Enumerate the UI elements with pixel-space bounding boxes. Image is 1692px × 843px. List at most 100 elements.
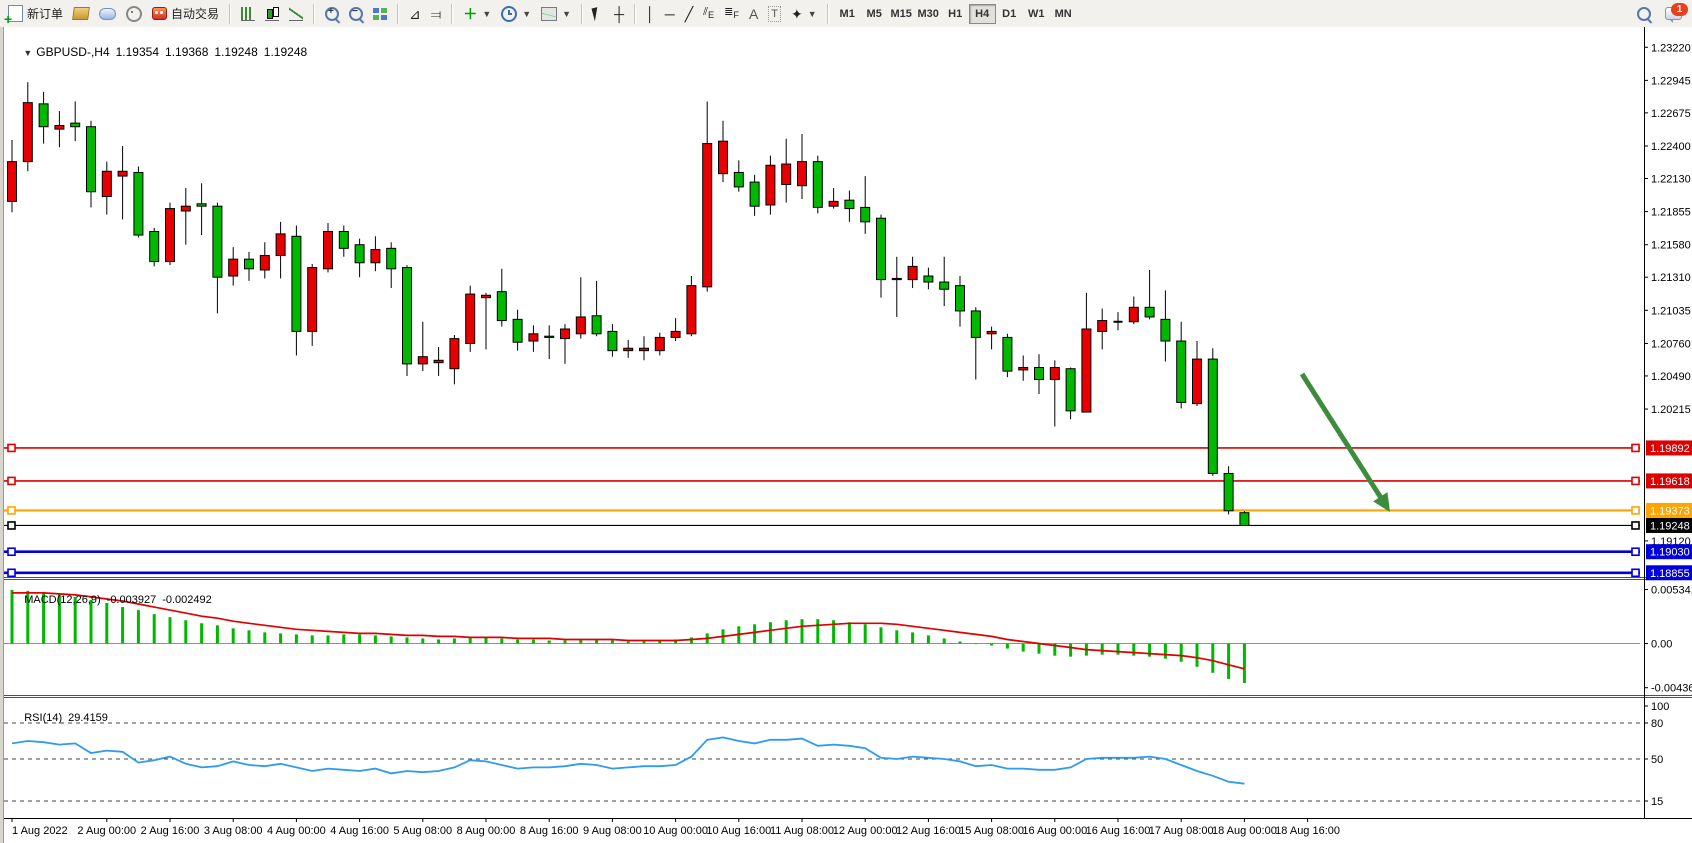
zoom-out-icon: − <box>349 6 364 21</box>
zoom-out-button[interactable]: − <box>344 3 368 25</box>
signal-button[interactable] <box>121 3 147 25</box>
bar-chart-type-button[interactable] <box>236 3 260 25</box>
tile-windows-button[interactable] <box>368 3 392 25</box>
quote-high: 1.19368 <box>165 45 209 59</box>
chart-canvas[interactable]: 1.23220 1.22945 1.22675 1.22400 1.22130 1.218… <box>0 27 1692 843</box>
crosshair-icon: ┼ <box>614 5 625 22</box>
svg-text:100: 100 <box>1651 701 1669 713</box>
channel-tool-button[interactable]: ⫽E <box>698 3 719 25</box>
period-selector-button[interactable]: ▼ <box>496 3 536 25</box>
tf-m5-button[interactable]: M5 <box>861 4 888 24</box>
horizontal-line-objects <box>4 447 1640 575</box>
auto-scroll-icon: ⊿ <box>409 5 421 22</box>
svg-text:10 Aug 16:00: 10 Aug 16:00 <box>706 825 771 837</box>
line-handle[interactable] <box>1631 476 1640 486</box>
new-order-button[interactable]: 新订单 <box>3 3 68 27</box>
svg-text:1.19030: 1.19030 <box>1650 547 1690 559</box>
svg-text:80: 80 <box>1651 718 1663 730</box>
horizontal-line-icon: ─ <box>664 5 675 22</box>
auto-trading-button[interactable]: 自动交易 <box>147 3 224 25</box>
chart-shift-button[interactable]: ⫤ <box>426 3 447 25</box>
line-chart-type-button[interactable] <box>284 3 308 25</box>
svg-text:1.22130: 1.22130 <box>1651 173 1691 185</box>
line-handle[interactable] <box>7 443 16 453</box>
line-handle[interactable] <box>7 506 16 515</box>
notification-badge: 1 <box>1671 3 1688 16</box>
quote-low: 1.19248 <box>214 45 258 59</box>
template-button[interactable]: ▼ <box>536 3 576 25</box>
line-handle[interactable] <box>1631 547 1640 557</box>
vertical-line-tool-button[interactable]: │ <box>641 3 660 25</box>
chart-folder-button[interactable] <box>68 3 94 25</box>
tf-w1-button[interactable]: W1 <box>1023 4 1050 24</box>
auto-trading-label: 自动交易 <box>171 7 220 21</box>
fibonacci-tool-button[interactable]: ≣F <box>719 3 744 25</box>
svg-text:10 Aug 00:00: 10 Aug 00:00 <box>643 825 708 837</box>
crosshair-tool-button[interactable]: ┼ <box>609 3 629 25</box>
quote-open: 1.19354 <box>115 45 160 59</box>
line-handle[interactable] <box>7 547 16 557</box>
svg-text:1.22400: 1.22400 <box>1651 141 1691 153</box>
search-icon[interactable] <box>1637 6 1651 21</box>
time-axis[interactable]: 1 Aug 2022 2 Aug 00:00 2 Aug 16:00 3 Aug 08… <box>11 818 1340 837</box>
svg-text:18 Aug 16:00: 18 Aug 16:00 <box>1275 825 1340 837</box>
arrow-annotation[interactable] <box>1299 372 1387 505</box>
svg-text:1.23220: 1.23220 <box>1651 42 1691 54</box>
line-handle[interactable] <box>7 476 16 486</box>
tf-m15-button[interactable]: M15 <box>888 4 915 24</box>
svg-text:2 Aug 00:00: 2 Aug 00:00 <box>77 825 136 837</box>
tf-mn-button[interactable]: MN <box>1050 4 1077 24</box>
trendline-tool-button[interactable]: ╱ <box>680 3 698 25</box>
text-label-tool-button[interactable]: T <box>763 3 786 25</box>
svg-text:1.18855: 1.18855 <box>1650 568 1690 580</box>
svg-text:0.005341: 0.005341 <box>1651 584 1692 596</box>
arrow-head[interactable] <box>1373 492 1390 512</box>
arrows-icon: ✦ <box>791 5 803 22</box>
candlestick-type-button[interactable] <box>260 3 284 25</box>
chevron-down-icon: ▼ <box>807 8 817 19</box>
macd-signal-line <box>12 592 1245 670</box>
auto-scroll-button[interactable]: ⊿ <box>404 3 426 25</box>
svg-text:1.19373: 1.19373 <box>1650 505 1690 517</box>
tf-d1-button[interactable]: D1 <box>996 4 1023 24</box>
line-chart-icon <box>289 6 304 21</box>
text-icon: A <box>748 5 759 22</box>
svg-text:1.20490: 1.20490 <box>1651 371 1691 383</box>
svg-text:9 Aug 08:00: 9 Aug 08:00 <box>583 825 642 837</box>
add-indicator-button[interactable]: ＋ ▼ <box>458 3 496 25</box>
fibonacci-icon: ≣F <box>724 5 739 21</box>
notifications-icon[interactable]: 1 <box>1665 3 1688 23</box>
line-handle[interactable] <box>1631 443 1640 453</box>
axis-price-label <box>1646 565 1692 581</box>
price-axis[interactable]: 1.23220 1.22945 1.22675 1.22400 1.22130 1.218… <box>1644 42 1692 808</box>
zoom-in-button[interactable]: + <box>320 3 344 25</box>
svg-text:1.19618: 1.19618 <box>1650 476 1690 488</box>
line-handle[interactable] <box>1631 506 1640 515</box>
tf-h4-button[interactable]: H4 <box>968 3 996 24</box>
svg-text:16 Aug 00:00: 16 Aug 00:00 <box>1022 825 1087 837</box>
horizontal-line-tool-button[interactable]: ─ <box>660 3 680 25</box>
line-handle[interactable] <box>7 568 16 578</box>
svg-text:1.19248: 1.19248 <box>1650 520 1690 532</box>
auto-trading-icon <box>152 7 168 20</box>
svg-text:2 Aug 16:00: 2 Aug 16:00 <box>141 825 200 837</box>
cursor-tool-button[interactable] <box>588 3 609 25</box>
line-handle[interactable] <box>7 521 16 530</box>
svg-text:17 Aug 08:00: 17 Aug 08:00 <box>1149 825 1214 837</box>
rsi-value: 29.4159 <box>68 712 108 724</box>
window-left-edge <box>0 27 4 843</box>
tf-m30-button[interactable]: M30 <box>915 4 942 24</box>
line-handle[interactable] <box>1631 521 1640 530</box>
cloud-sync-button[interactable] <box>94 3 121 25</box>
text-tool-button[interactable]: A <box>744 3 763 25</box>
line-handle[interactable] <box>1631 568 1640 578</box>
tf-m1-button[interactable]: M1 <box>834 4 861 24</box>
one-click-trading-toggle-icon[interactable]: ▼ <box>23 48 33 58</box>
svg-text:1.20215: 1.20215 <box>1651 404 1691 416</box>
svg-text:8 Aug 00:00: 8 Aug 00:00 <box>457 825 516 837</box>
arrows-tool-button[interactable]: ✦ ▼ <box>786 3 822 25</box>
svg-text:11 Aug 08:00: 11 Aug 08:00 <box>770 825 834 837</box>
tf-h1-button[interactable]: H1 <box>942 4 969 24</box>
svg-text:1.21310: 1.21310 <box>1651 272 1691 284</box>
chart-window[interactable]: 1.23220 1.22945 1.22675 1.22400 1.22130 1.218… <box>0 27 1692 843</box>
